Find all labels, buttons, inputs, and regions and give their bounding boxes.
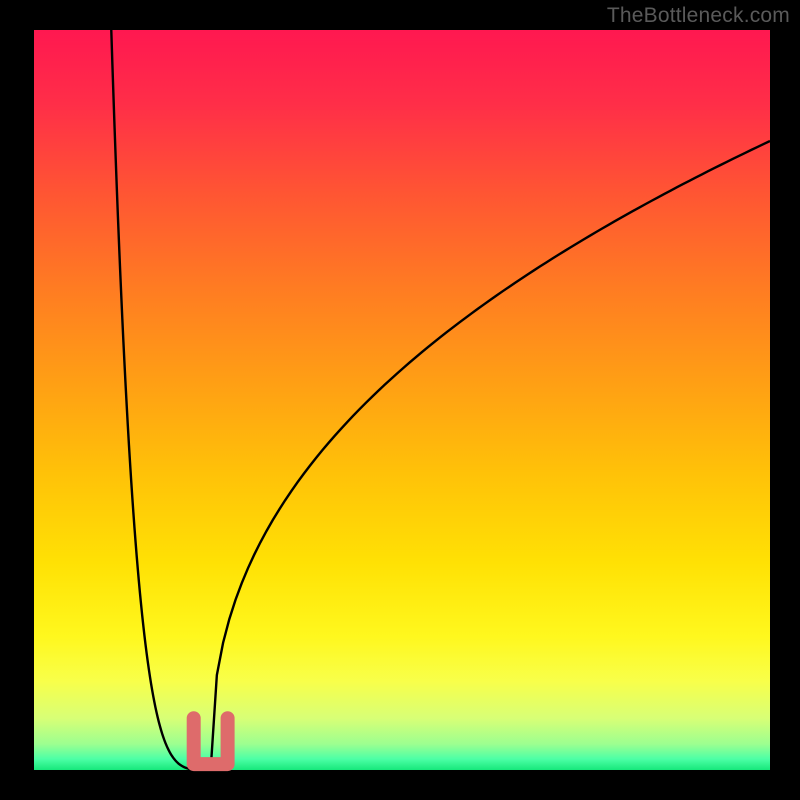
plot-background [34,30,770,770]
bottleneck-curve-chart [0,0,800,800]
chart-container: TheBottleneck.com [0,0,800,800]
watermark-text: TheBottleneck.com [607,4,790,28]
